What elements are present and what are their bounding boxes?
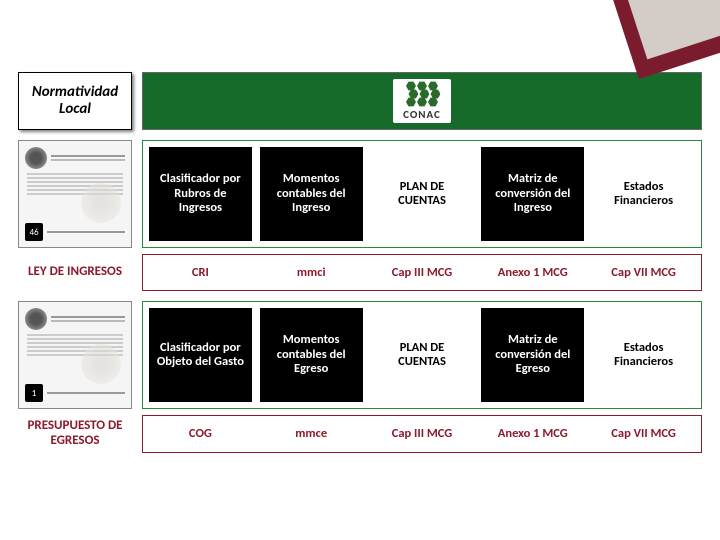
normatividad-local-label: Normatividad Local bbox=[23, 84, 127, 119]
ingresos-code-row: LEY DE INGRESOS CRI mmci Cap III MCG Ane… bbox=[18, 254, 702, 291]
slide-content: Normatividad Local CONAC bbox=[0, 0, 720, 471]
ingresos-code-5: Cap VII MCG bbox=[592, 261, 695, 284]
ingresos-code-4: Anexo 1 MCG bbox=[481, 261, 584, 284]
egresos-codes: COG mmce Cap III MCG Anexo 1 MCG Cap VII… bbox=[142, 415, 702, 453]
ingresos-col-3: PLAN DE CUENTAS bbox=[371, 147, 474, 241]
ingresos-code-1: CRI bbox=[149, 261, 252, 284]
ingresos-code-3: Cap III MCG bbox=[371, 261, 474, 284]
egresos-code-2: mmce bbox=[260, 422, 363, 445]
egresos-col-1: Clasificador por Objeto del Gasto bbox=[149, 308, 252, 402]
conac-logo: CONAC bbox=[393, 79, 451, 123]
egresos-code-1: COG bbox=[149, 422, 252, 445]
ingresos-doc-thumb: 46 bbox=[18, 140, 132, 248]
conac-logo-text: CONAC bbox=[403, 108, 441, 121]
ingresos-col-2: Momentos contables del Ingreso bbox=[260, 147, 363, 241]
ingresos-grid-row: 46 Clasificador por Rubros de Ingresos M… bbox=[18, 140, 702, 248]
egresos-col-4: Matriz de conversión del Egreso bbox=[481, 308, 584, 402]
egresos-grid-row: 1 Clasificador por Objeto del Gasto Mome… bbox=[18, 301, 702, 409]
egresos-doc-thumb: 1 bbox=[18, 301, 132, 409]
egresos-doc-badge: 1 bbox=[25, 384, 43, 402]
header-row: Normatividad Local CONAC bbox=[18, 72, 702, 130]
ingresos-col-1: Clasificador por Rubros de Ingresos bbox=[149, 147, 252, 241]
ingresos-row-label: LEY DE INGRESOS bbox=[18, 254, 132, 291]
ingresos-col-4: Matriz de conversión del Ingreso bbox=[481, 147, 584, 241]
normatividad-local-box: Normatividad Local bbox=[18, 72, 132, 130]
egresos-col-5: Estados Financieros bbox=[592, 308, 695, 402]
conac-bar: CONAC bbox=[142, 72, 702, 130]
ingresos-codes: CRI mmci Cap III MCG Anexo 1 MCG Cap VII… bbox=[142, 254, 702, 291]
egresos-code-row: PRESUPUESTO DE EGRESOS COG mmce Cap III … bbox=[18, 415, 702, 453]
egresos-col-2: Momentos contables del Egreso bbox=[260, 308, 363, 402]
ingresos-code-2: mmci bbox=[260, 261, 363, 284]
corner-decoration bbox=[630, 0, 720, 60]
egresos-code-5: Cap VII MCG bbox=[592, 422, 695, 445]
ingresos-col-5: Estados Financieros bbox=[592, 147, 695, 241]
egresos-columns: Clasificador por Objeto del Gasto Moment… bbox=[142, 301, 702, 409]
egresos-code-3: Cap III MCG bbox=[371, 422, 474, 445]
ingresos-doc-badge: 46 bbox=[25, 223, 43, 241]
ingresos-columns: Clasificador por Rubros de Ingresos Mome… bbox=[142, 140, 702, 248]
egresos-code-4: Anexo 1 MCG bbox=[481, 422, 584, 445]
egresos-row-label: PRESUPUESTO DE EGRESOS bbox=[18, 415, 132, 453]
egresos-col-3: PLAN DE CUENTAS bbox=[371, 308, 474, 402]
